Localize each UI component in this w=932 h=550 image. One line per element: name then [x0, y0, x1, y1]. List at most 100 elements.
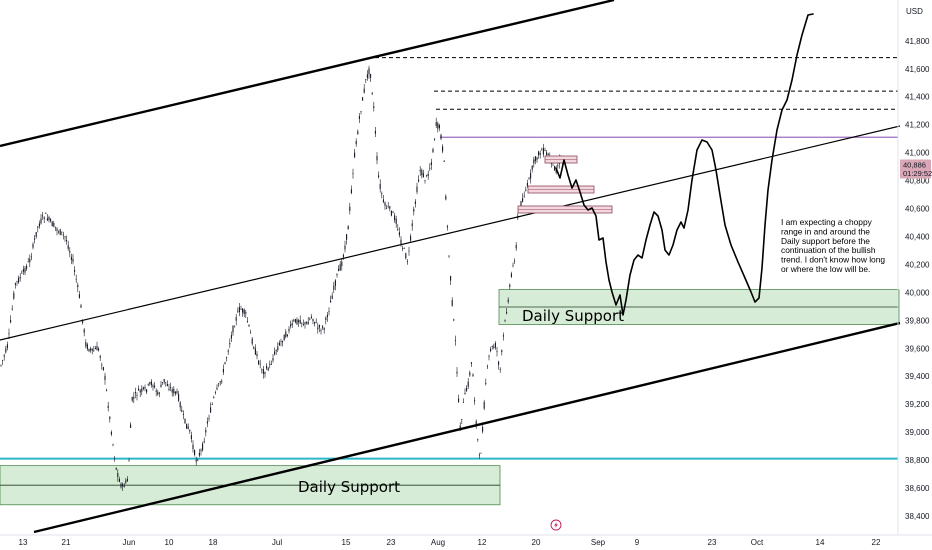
- candle-body: [402, 248, 404, 249]
- x-tick-label: 21: [62, 538, 71, 547]
- x-tick-label: Sep: [591, 538, 606, 547]
- candle-body: [142, 387, 144, 389]
- x-tick-label: 10: [165, 538, 174, 547]
- candle-body: [362, 97, 364, 101]
- candle-body: [114, 458, 116, 460]
- candle-body: [245, 312, 247, 314]
- candle-body: [256, 353, 258, 357]
- candle-body: [134, 391, 136, 394]
- candle-body: [18, 278, 20, 283]
- x-tick-label: 20: [532, 538, 541, 547]
- candle-body: [291, 323, 293, 326]
- candle-body: [226, 357, 228, 359]
- candle-body: [26, 265, 28, 269]
- candle-body: [354, 152, 356, 158]
- candle-body: [250, 332, 252, 334]
- candle-body: [126, 478, 128, 481]
- candle-body: [480, 452, 482, 454]
- candle-body: [533, 159, 535, 164]
- y-tick-label: 39,600: [905, 344, 930, 353]
- candle-body: [478, 454, 480, 456]
- candle-body: [499, 369, 501, 370]
- lower-channel-line[interactable]: [33, 321, 901, 534]
- candle-body: [182, 414, 184, 415]
- y-tick-label: 38,400: [905, 512, 930, 521]
- x-tick-label: 22: [872, 538, 881, 547]
- y-tick-label: 39,400: [905, 372, 930, 381]
- candle-body: [411, 223, 413, 227]
- candle-body: [342, 254, 344, 257]
- candle-body: [310, 316, 312, 318]
- lightning-icon[interactable]: [550, 519, 562, 531]
- candle-body: [224, 362, 226, 364]
- candle-body: [470, 362, 472, 364]
- candle-body: [366, 74, 368, 78]
- candle-body: [146, 389, 148, 393]
- current-price-badge[interactable]: [900, 159, 931, 179]
- y-tick-label: 41,200: [905, 121, 930, 130]
- candle-body: [242, 308, 244, 313]
- candle-body: [8, 333, 10, 335]
- candle-body: [110, 431, 112, 435]
- candle-body: [154, 385, 156, 388]
- candle-body: [286, 334, 288, 336]
- candle-body: [130, 424, 132, 428]
- candle-body: [557, 165, 559, 167]
- candle-body: [32, 243, 34, 248]
- candle-body: [333, 285, 335, 290]
- candle-body: [34, 238, 36, 240]
- candle-body: [54, 226, 56, 228]
- candle-body: [350, 189, 352, 193]
- candle-body: [334, 280, 336, 286]
- candle-body: [283, 334, 285, 341]
- upper-channel-line[interactable]: [0, 0, 615, 148]
- candle-body: [234, 326, 236, 328]
- candle-body: [352, 173, 354, 175]
- candle-body: [222, 368, 224, 373]
- candle-body: [237, 311, 239, 313]
- candle-body: [507, 299, 509, 302]
- candle-body: [485, 382, 487, 384]
- candle-body: [29, 258, 31, 263]
- x-tick-label: Oct: [751, 538, 764, 547]
- support-zones: [0, 289, 900, 506]
- x-tick-label: Jun: [123, 538, 136, 547]
- candle-body: [85, 342, 87, 347]
- candle-body: [261, 368, 263, 370]
- candle-body: [102, 367, 104, 370]
- y-tick-label: 40,400: [905, 232, 930, 241]
- candle-body: [322, 326, 324, 328]
- candle-body: [69, 251, 71, 253]
- y-tick-label: 40,000: [905, 288, 930, 297]
- candle-body: [123, 485, 125, 488]
- candle-body: [117, 473, 119, 477]
- candle-body: [5, 348, 7, 353]
- candle-body: [194, 450, 196, 455]
- candle-body: [221, 380, 223, 382]
- candle-body: [0, 365, 2, 366]
- candle-body: [125, 480, 127, 483]
- candle-body: [99, 356, 101, 358]
- candle-body: [427, 173, 429, 177]
- y-tick-label: 40,600: [905, 205, 930, 214]
- candle-body: [147, 384, 149, 385]
- candle-body: [240, 308, 242, 310]
- projected-path[interactable]: [555, 13, 814, 316]
- support-zone-label: Daily Support: [522, 307, 624, 325]
- candle-body: [186, 423, 188, 429]
- candle-body: [43, 217, 45, 219]
- candle-body: [267, 368, 269, 371]
- candle-body: [538, 151, 540, 156]
- candle-body: [101, 364, 103, 366]
- candle-body: [450, 276, 452, 281]
- candle-body: [197, 459, 199, 461]
- candle-body: [339, 264, 341, 271]
- candle-body: [58, 231, 60, 233]
- candle-body: [82, 319, 84, 323]
- candle-body: [435, 122, 437, 126]
- middle-trendline[interactable]: [0, 125, 901, 341]
- candle-body: [301, 322, 303, 324]
- candle-body: [466, 387, 468, 391]
- candle-body: [506, 311, 508, 314]
